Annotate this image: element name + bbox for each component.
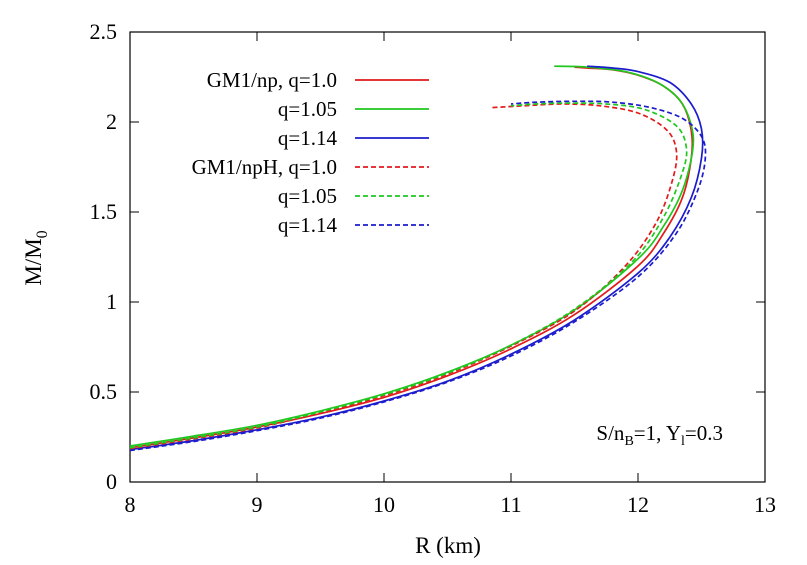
series-line-2 xyxy=(129,65,695,447)
legend-label-2: q=1.05 xyxy=(278,97,337,121)
legend-label-1: GM1/np, q=1.0 xyxy=(207,68,337,92)
series-line-4 xyxy=(129,103,678,450)
y-axis-label-subscript: 0 xyxy=(34,230,51,238)
legend-label-5: q=1.05 xyxy=(278,184,337,208)
plot-border xyxy=(129,31,766,483)
series-line-5 xyxy=(129,102,688,449)
y-tick-label: 0 xyxy=(106,469,117,494)
series-line-6 xyxy=(129,100,707,452)
curves xyxy=(129,65,707,452)
axis-ticks: 8 9 10 11 12 13 0 0.5 1 1.5 2 2.5 xyxy=(90,19,777,517)
annotation-part-3: =0.3 xyxy=(685,421,723,445)
x-tick-label: 11 xyxy=(500,492,521,517)
series-line-1 xyxy=(129,66,694,449)
y-axis-label-main: M/M xyxy=(21,238,46,285)
annotation-subscript-2: l xyxy=(681,434,685,449)
legend-label-3: q=1.14 xyxy=(278,126,338,150)
legend-label-6: q=1.14 xyxy=(278,213,338,237)
x-tick-label: 12 xyxy=(627,492,649,517)
x-axis-label: R (km) xyxy=(415,533,481,558)
conditions-annotation: S/nB=1, Yl=0.3 xyxy=(596,421,723,449)
annotation-part-1: S/n xyxy=(596,421,625,445)
x-tick-label: 9 xyxy=(252,492,263,517)
y-tick-label: 2 xyxy=(106,109,117,134)
plot-frame xyxy=(129,31,766,483)
y-tick-label: 0.5 xyxy=(90,379,118,404)
y-tick-label: 1 xyxy=(106,289,117,314)
y-tick-label: 2.5 xyxy=(90,19,118,44)
series-line-3 xyxy=(129,65,704,451)
y-tick-label: 1.5 xyxy=(90,199,118,224)
x-tick-label: 13 xyxy=(754,492,776,517)
y-axis-label: M/M0 xyxy=(21,230,51,285)
legend: GM1/np, q=1.0 q=1.05 q=1.14 GM1/npH, q=1.0 q… xyxy=(192,68,429,237)
legend-label-4: GM1/npH, q=1.0 xyxy=(192,155,337,179)
x-tick-label: 8 xyxy=(125,492,136,517)
annotation-subscript-1: B xyxy=(624,434,633,449)
annotation-part-2: =1, Y xyxy=(634,421,681,445)
x-tick-label: 10 xyxy=(373,492,395,517)
